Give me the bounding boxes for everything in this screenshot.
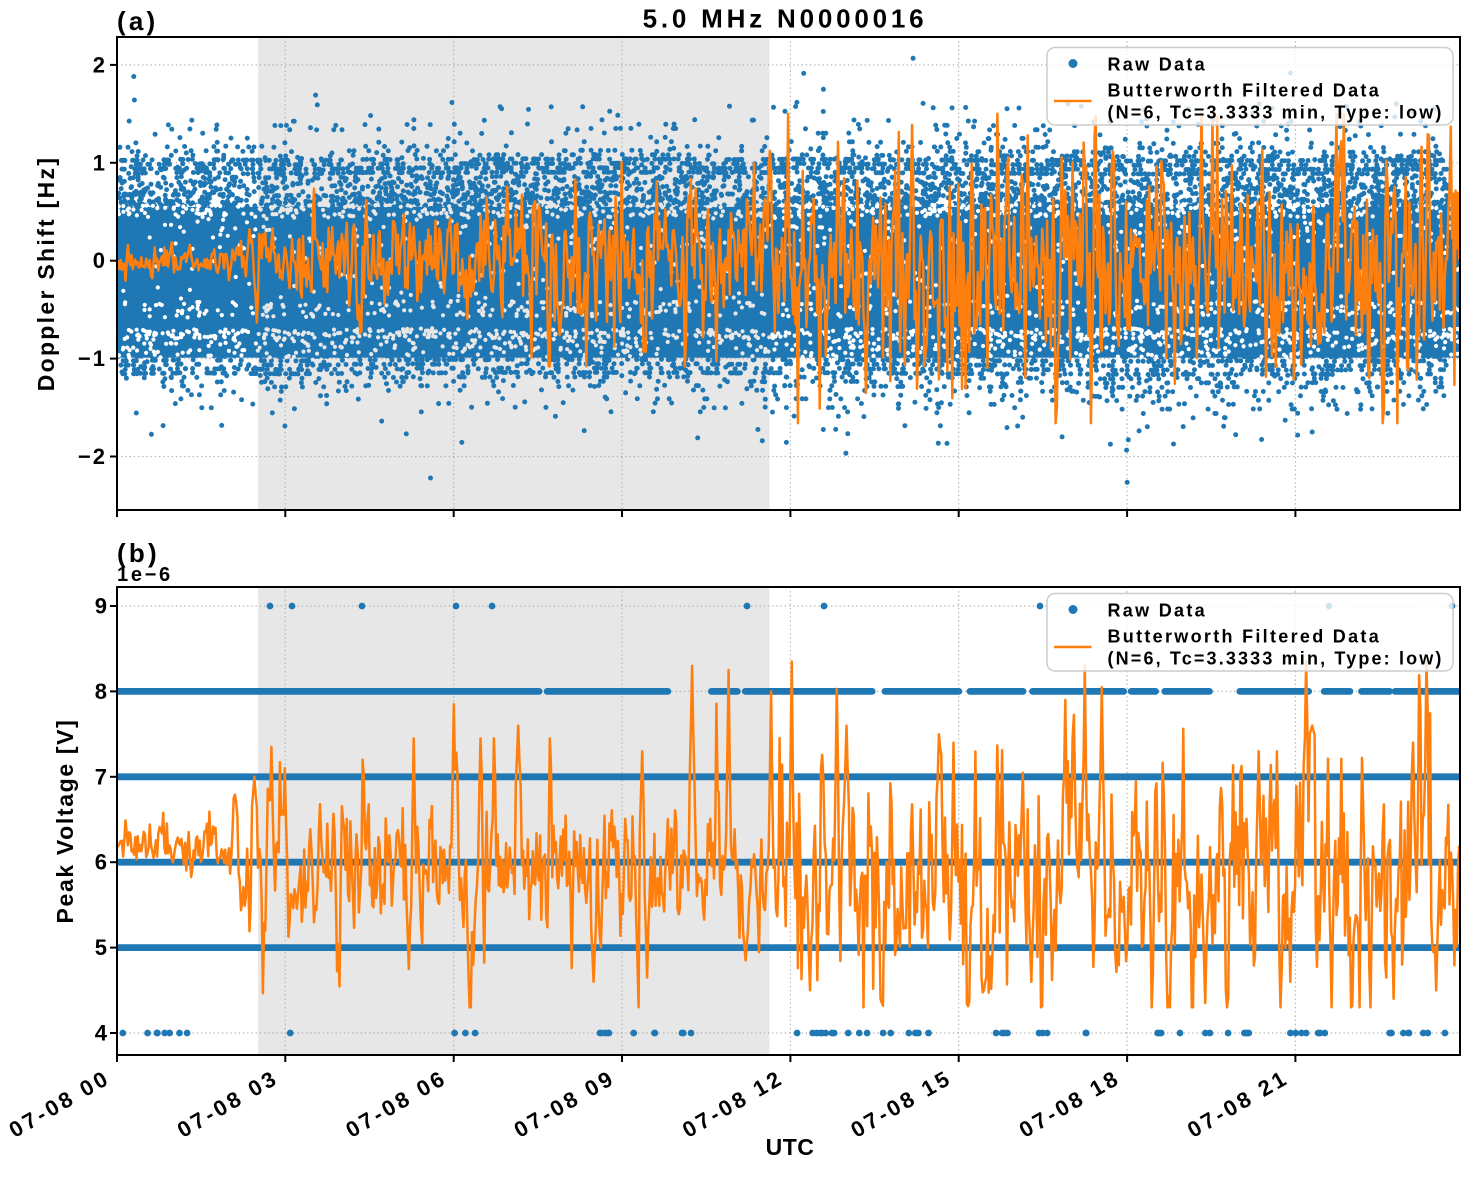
svg-text:8: 8 xyxy=(95,679,107,704)
svg-text:UTC: UTC xyxy=(766,1134,815,1160)
svg-text:6: 6 xyxy=(95,850,107,875)
svg-text:−1: −1 xyxy=(78,346,107,371)
svg-text:5: 5 xyxy=(95,935,107,960)
svg-text:1: 1 xyxy=(93,150,107,175)
svg-text:0: 0 xyxy=(93,248,107,273)
svg-text:Butterworth Filtered Data: Butterworth Filtered Data xyxy=(1108,81,1382,101)
svg-text:4: 4 xyxy=(95,1021,108,1046)
svg-text:Butterworth Filtered Data: Butterworth Filtered Data xyxy=(1108,627,1382,647)
svg-text:9: 9 xyxy=(95,594,107,619)
svg-text:−2: −2 xyxy=(78,444,107,469)
svg-text:(b): (b) xyxy=(117,538,160,568)
svg-text:(N=6, Tc=3.3333 min, Type: low: (N=6, Tc=3.3333 min, Type: low) xyxy=(1108,649,1444,669)
svg-text:Doppler Shift [Hz]: Doppler Shift [Hz] xyxy=(33,156,59,392)
svg-text:(a): (a) xyxy=(117,6,158,36)
svg-text:2: 2 xyxy=(93,52,107,77)
svg-text:Raw Data: Raw Data xyxy=(1108,601,1207,621)
svg-text:1e−6: 1e−6 xyxy=(117,564,173,586)
svg-text:Peak Voltage [V]: Peak Voltage [V] xyxy=(52,719,78,924)
svg-text:7: 7 xyxy=(95,764,107,789)
svg-text:Raw Data: Raw Data xyxy=(1108,55,1207,75)
svg-text:5.0 MHz N0000016: 5.0 MHz N0000016 xyxy=(643,4,928,34)
svg-text:(N=6, Tc=3.3333 min, Type: low: (N=6, Tc=3.3333 min, Type: low) xyxy=(1108,103,1444,123)
